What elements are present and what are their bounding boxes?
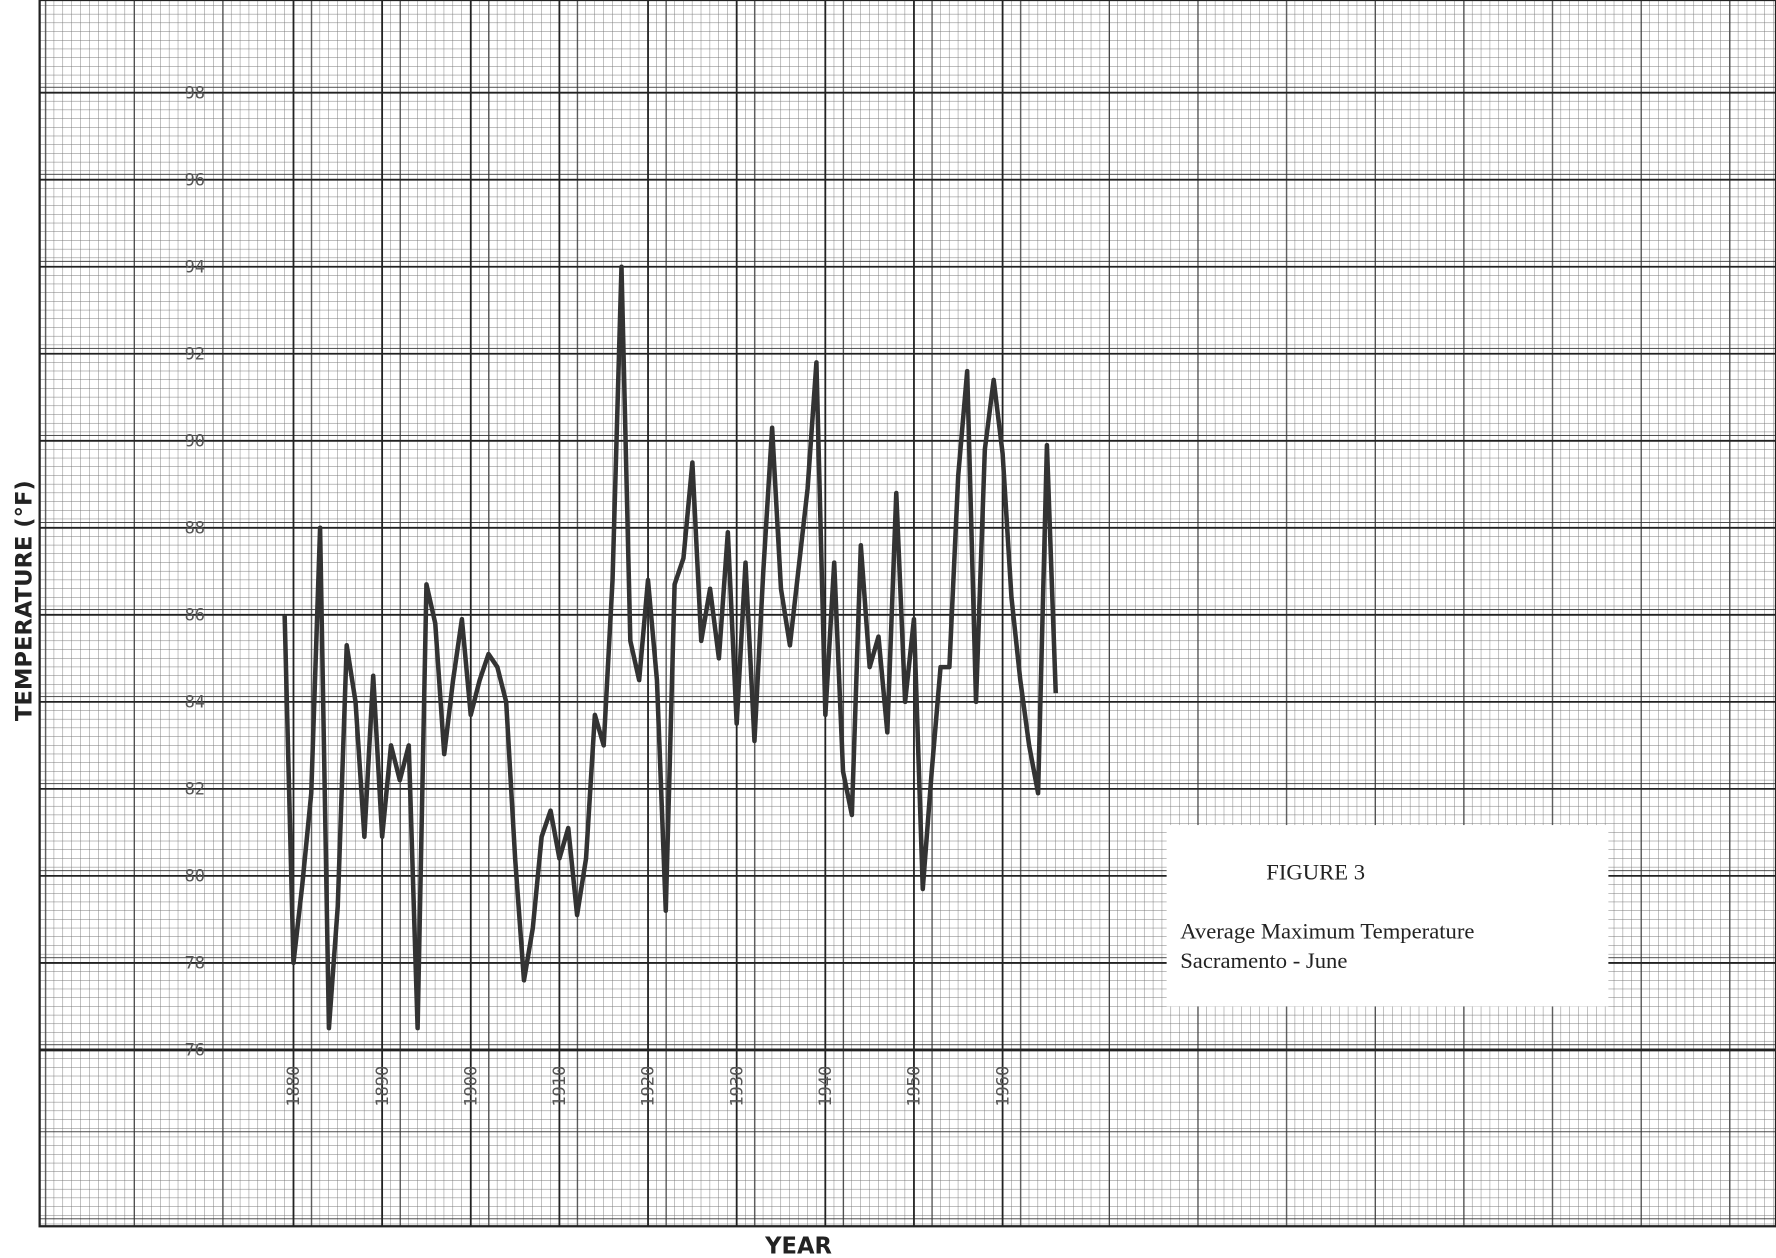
y-tick-label: 86: [185, 605, 205, 625]
paper-border: [38, 0, 1776, 1228]
y-tick-label: 98: [185, 83, 205, 103]
legend-box: [1166, 825, 1609, 1007]
y-tick-label: 96: [185, 170, 205, 190]
y-tick-label: 78: [185, 954, 205, 974]
x-tick-label: 1960: [993, 1066, 1013, 1107]
x-tick-label: 1890: [373, 1066, 393, 1107]
x-tick-label: 1880: [284, 1066, 304, 1107]
graph-paper-major: [39, 0, 1776, 1227]
y-tick-label: 92: [185, 344, 205, 364]
x-tick-label: 1930: [727, 1066, 747, 1107]
data-line: [282, 264, 1059, 1031]
y-tick-label: 90: [185, 431, 205, 451]
y-tick-label: 88: [185, 518, 205, 538]
x-axis-title: YEAR: [764, 1233, 832, 1258]
y-tick-label: 84: [185, 693, 205, 713]
y-tick-label: 82: [185, 780, 205, 800]
x-tick-label: 1920: [639, 1066, 659, 1107]
chart-subtitle: Sacramento - June: [1180, 948, 1347, 973]
chart-title: Average Maximum Temperature: [1180, 918, 1474, 943]
y-tick-label: 94: [185, 257, 205, 277]
x-tick-label: 1940: [816, 1066, 836, 1107]
y-tick-label: 76: [185, 1041, 205, 1061]
x-tick-label: 1900: [461, 1066, 481, 1107]
x-tick-label: 1950: [905, 1066, 925, 1107]
figure-label: FIGURE 3: [1266, 859, 1365, 884]
y-tick-label: 80: [185, 867, 205, 887]
y-axis-title: TEMPERATURE (°F): [12, 480, 38, 721]
x-tick-label: 1910: [550, 1066, 570, 1107]
